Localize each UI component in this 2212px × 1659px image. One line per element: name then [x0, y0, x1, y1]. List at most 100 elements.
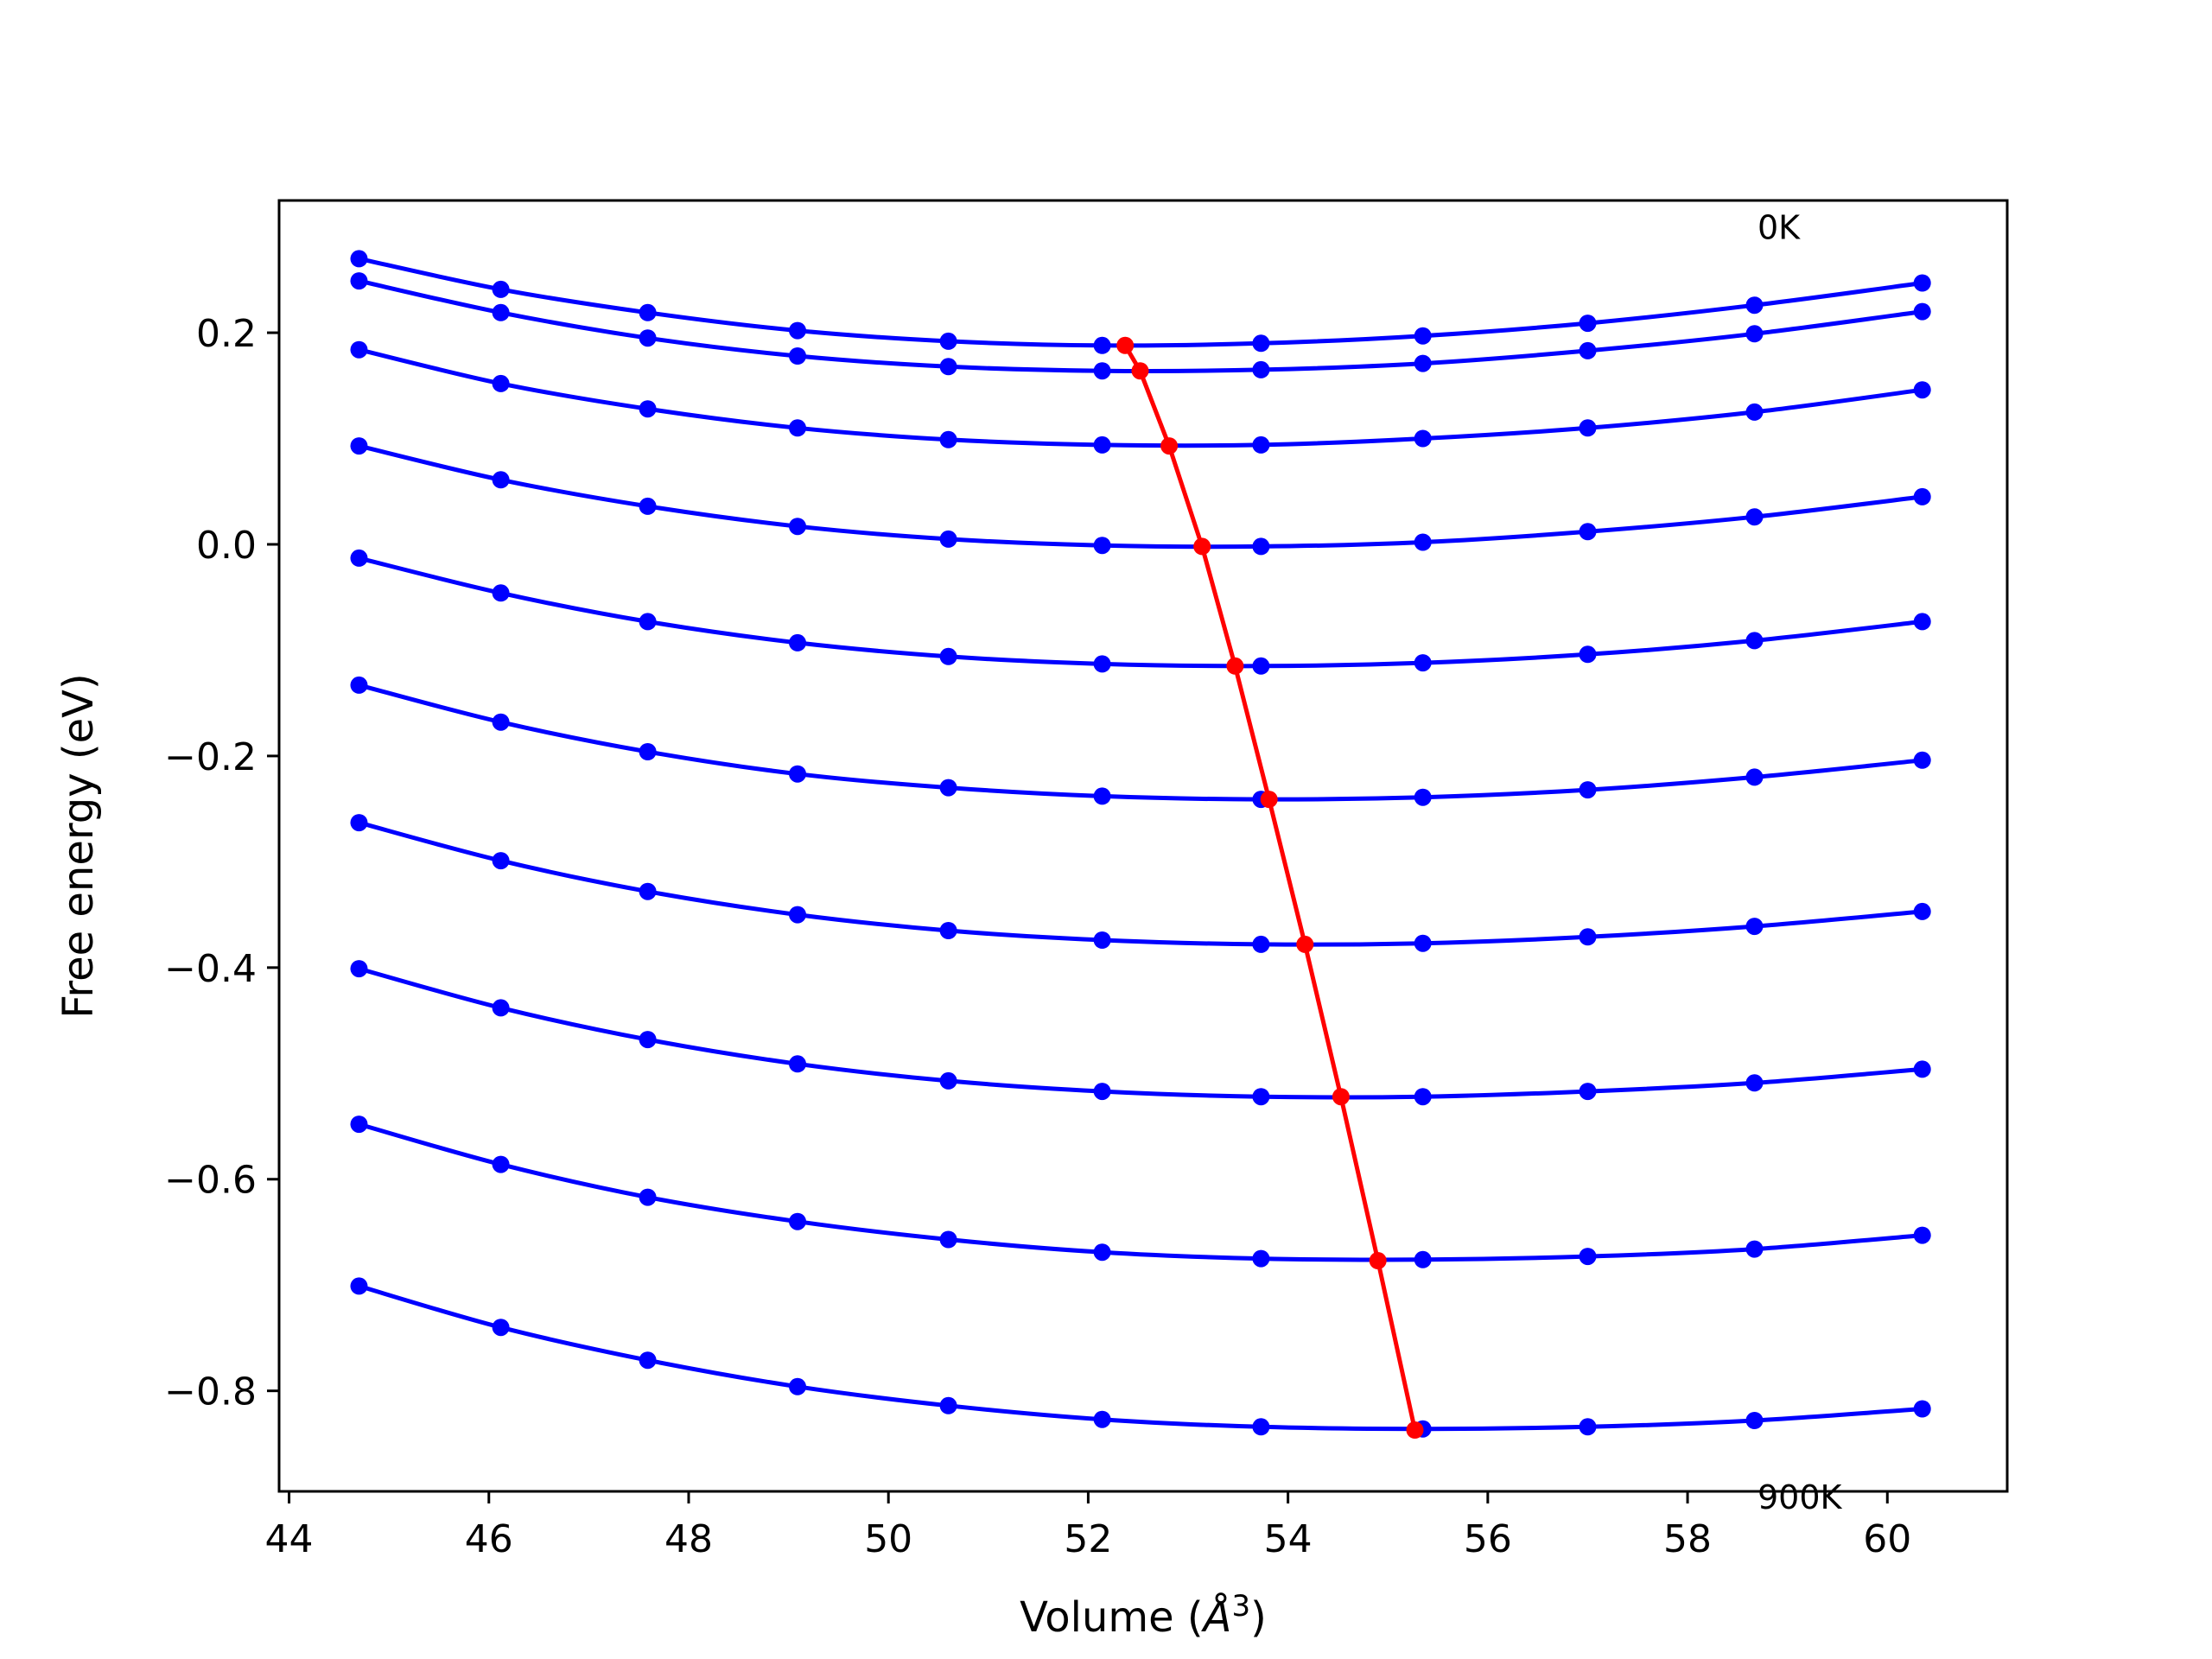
- series-1: [350, 272, 1931, 380]
- y-tick-label: 0.2: [196, 312, 257, 356]
- data-point: [1252, 360, 1270, 378]
- data-point: [492, 471, 510, 489]
- series-6: [350, 814, 1931, 953]
- series-8: [350, 1116, 1931, 1268]
- x-tick-label: 54: [1264, 1517, 1313, 1561]
- series-3: [350, 437, 1931, 556]
- data-point: [1414, 327, 1432, 345]
- data-point: [1579, 1248, 1597, 1266]
- data-point: [1414, 533, 1432, 551]
- series-7: [350, 960, 1931, 1106]
- data-point: [350, 1277, 368, 1295]
- data-point: [1579, 928, 1597, 946]
- data-point: [639, 1031, 657, 1049]
- data-point: [789, 906, 806, 924]
- data-point: [1745, 632, 1764, 650]
- data-point: [1579, 1083, 1597, 1101]
- minimum-point: [1193, 537, 1211, 556]
- data-point: [1745, 1412, 1764, 1429]
- data-point: [789, 633, 806, 652]
- data-point: [492, 1155, 510, 1173]
- annotations: 0K 900K: [1758, 209, 1843, 1517]
- x-axis-label-paren-close: ): [1250, 1593, 1267, 1642]
- data-point: [1579, 1418, 1597, 1436]
- data-point: [639, 329, 657, 347]
- plot-frame: [277, 199, 2009, 1493]
- data-point: [1913, 1226, 1931, 1244]
- data-point: [639, 400, 657, 418]
- data-point: [1745, 296, 1764, 315]
- data-point: [1093, 336, 1111, 354]
- data-point: [492, 584, 510, 602]
- data-point: [639, 613, 657, 631]
- y-tick-label: 0.0: [196, 524, 257, 568]
- x-tick-label: 48: [664, 1517, 713, 1561]
- data-point: [1414, 1250, 1432, 1268]
- data-point: [789, 765, 806, 783]
- data-point: [350, 437, 368, 455]
- data-point: [939, 922, 957, 939]
- data-point: [492, 280, 510, 298]
- x-tick-label: 56: [1464, 1517, 1512, 1561]
- minimum-point: [1260, 791, 1278, 809]
- annotation-label: 900K: [1758, 1478, 1843, 1516]
- data-point: [1093, 362, 1111, 380]
- x-tick-label: 52: [1064, 1517, 1112, 1561]
- data-point: [1745, 325, 1764, 343]
- data-point: [939, 332, 957, 350]
- data-point: [1414, 1088, 1432, 1106]
- data-point: [639, 1351, 657, 1370]
- data-point: [789, 347, 806, 365]
- data-point: [1913, 381, 1931, 399]
- x-tick-label: 50: [864, 1517, 912, 1561]
- data-point: [1913, 902, 1931, 920]
- data-point: [1913, 613, 1931, 631]
- series-curves: [350, 250, 1931, 1438]
- minimum-point: [1332, 1088, 1350, 1106]
- data-point: [492, 374, 510, 392]
- data-point: [1414, 934, 1432, 952]
- data-point: [350, 676, 368, 694]
- minimum-point: [1406, 1421, 1424, 1439]
- minimum-point: [1369, 1252, 1387, 1269]
- data-point: [1579, 341, 1597, 359]
- minimum-energy-line: [1116, 336, 1424, 1439]
- data-point: [1745, 508, 1764, 526]
- minimum-point: [1160, 437, 1179, 455]
- series-4: [350, 549, 1931, 675]
- x-axis-ticks: 44 46 48 50 52 54 56 58 60: [265, 1491, 1911, 1561]
- data-point: [1745, 1074, 1764, 1092]
- x-axis-label: Volume (Å3): [1020, 1589, 1267, 1642]
- data-point: [939, 779, 957, 797]
- data-point: [1913, 274, 1931, 292]
- data-point: [1913, 487, 1931, 505]
- data-point: [1745, 403, 1764, 421]
- data-point: [639, 303, 657, 321]
- x-tick-label: 58: [1663, 1517, 1712, 1561]
- data-point: [639, 882, 657, 900]
- data-point: [639, 497, 657, 515]
- y-tick-label: −0.4: [164, 947, 257, 991]
- annotation-label: 0K: [1758, 209, 1801, 247]
- data-point: [1252, 435, 1270, 454]
- data-point: [639, 743, 657, 760]
- data-point: [1913, 1400, 1931, 1418]
- data-point: [350, 960, 368, 978]
- data-point: [1579, 781, 1597, 799]
- data-point: [1252, 334, 1270, 353]
- data-point: [939, 530, 957, 548]
- data-point: [1093, 435, 1111, 454]
- data-point: [1579, 645, 1597, 664]
- x-tick-label: 46: [465, 1517, 513, 1561]
- data-point: [1414, 788, 1432, 806]
- data-point: [1745, 768, 1764, 786]
- data-point: [1252, 1249, 1270, 1268]
- data-point: [1579, 523, 1597, 541]
- data-point: [1913, 751, 1931, 769]
- data-point: [492, 1319, 510, 1337]
- minimum-point: [1116, 336, 1135, 354]
- series-0: [350, 250, 1931, 354]
- x-axis-unit-exponent: 3: [1231, 1589, 1250, 1624]
- data-point: [1414, 429, 1432, 448]
